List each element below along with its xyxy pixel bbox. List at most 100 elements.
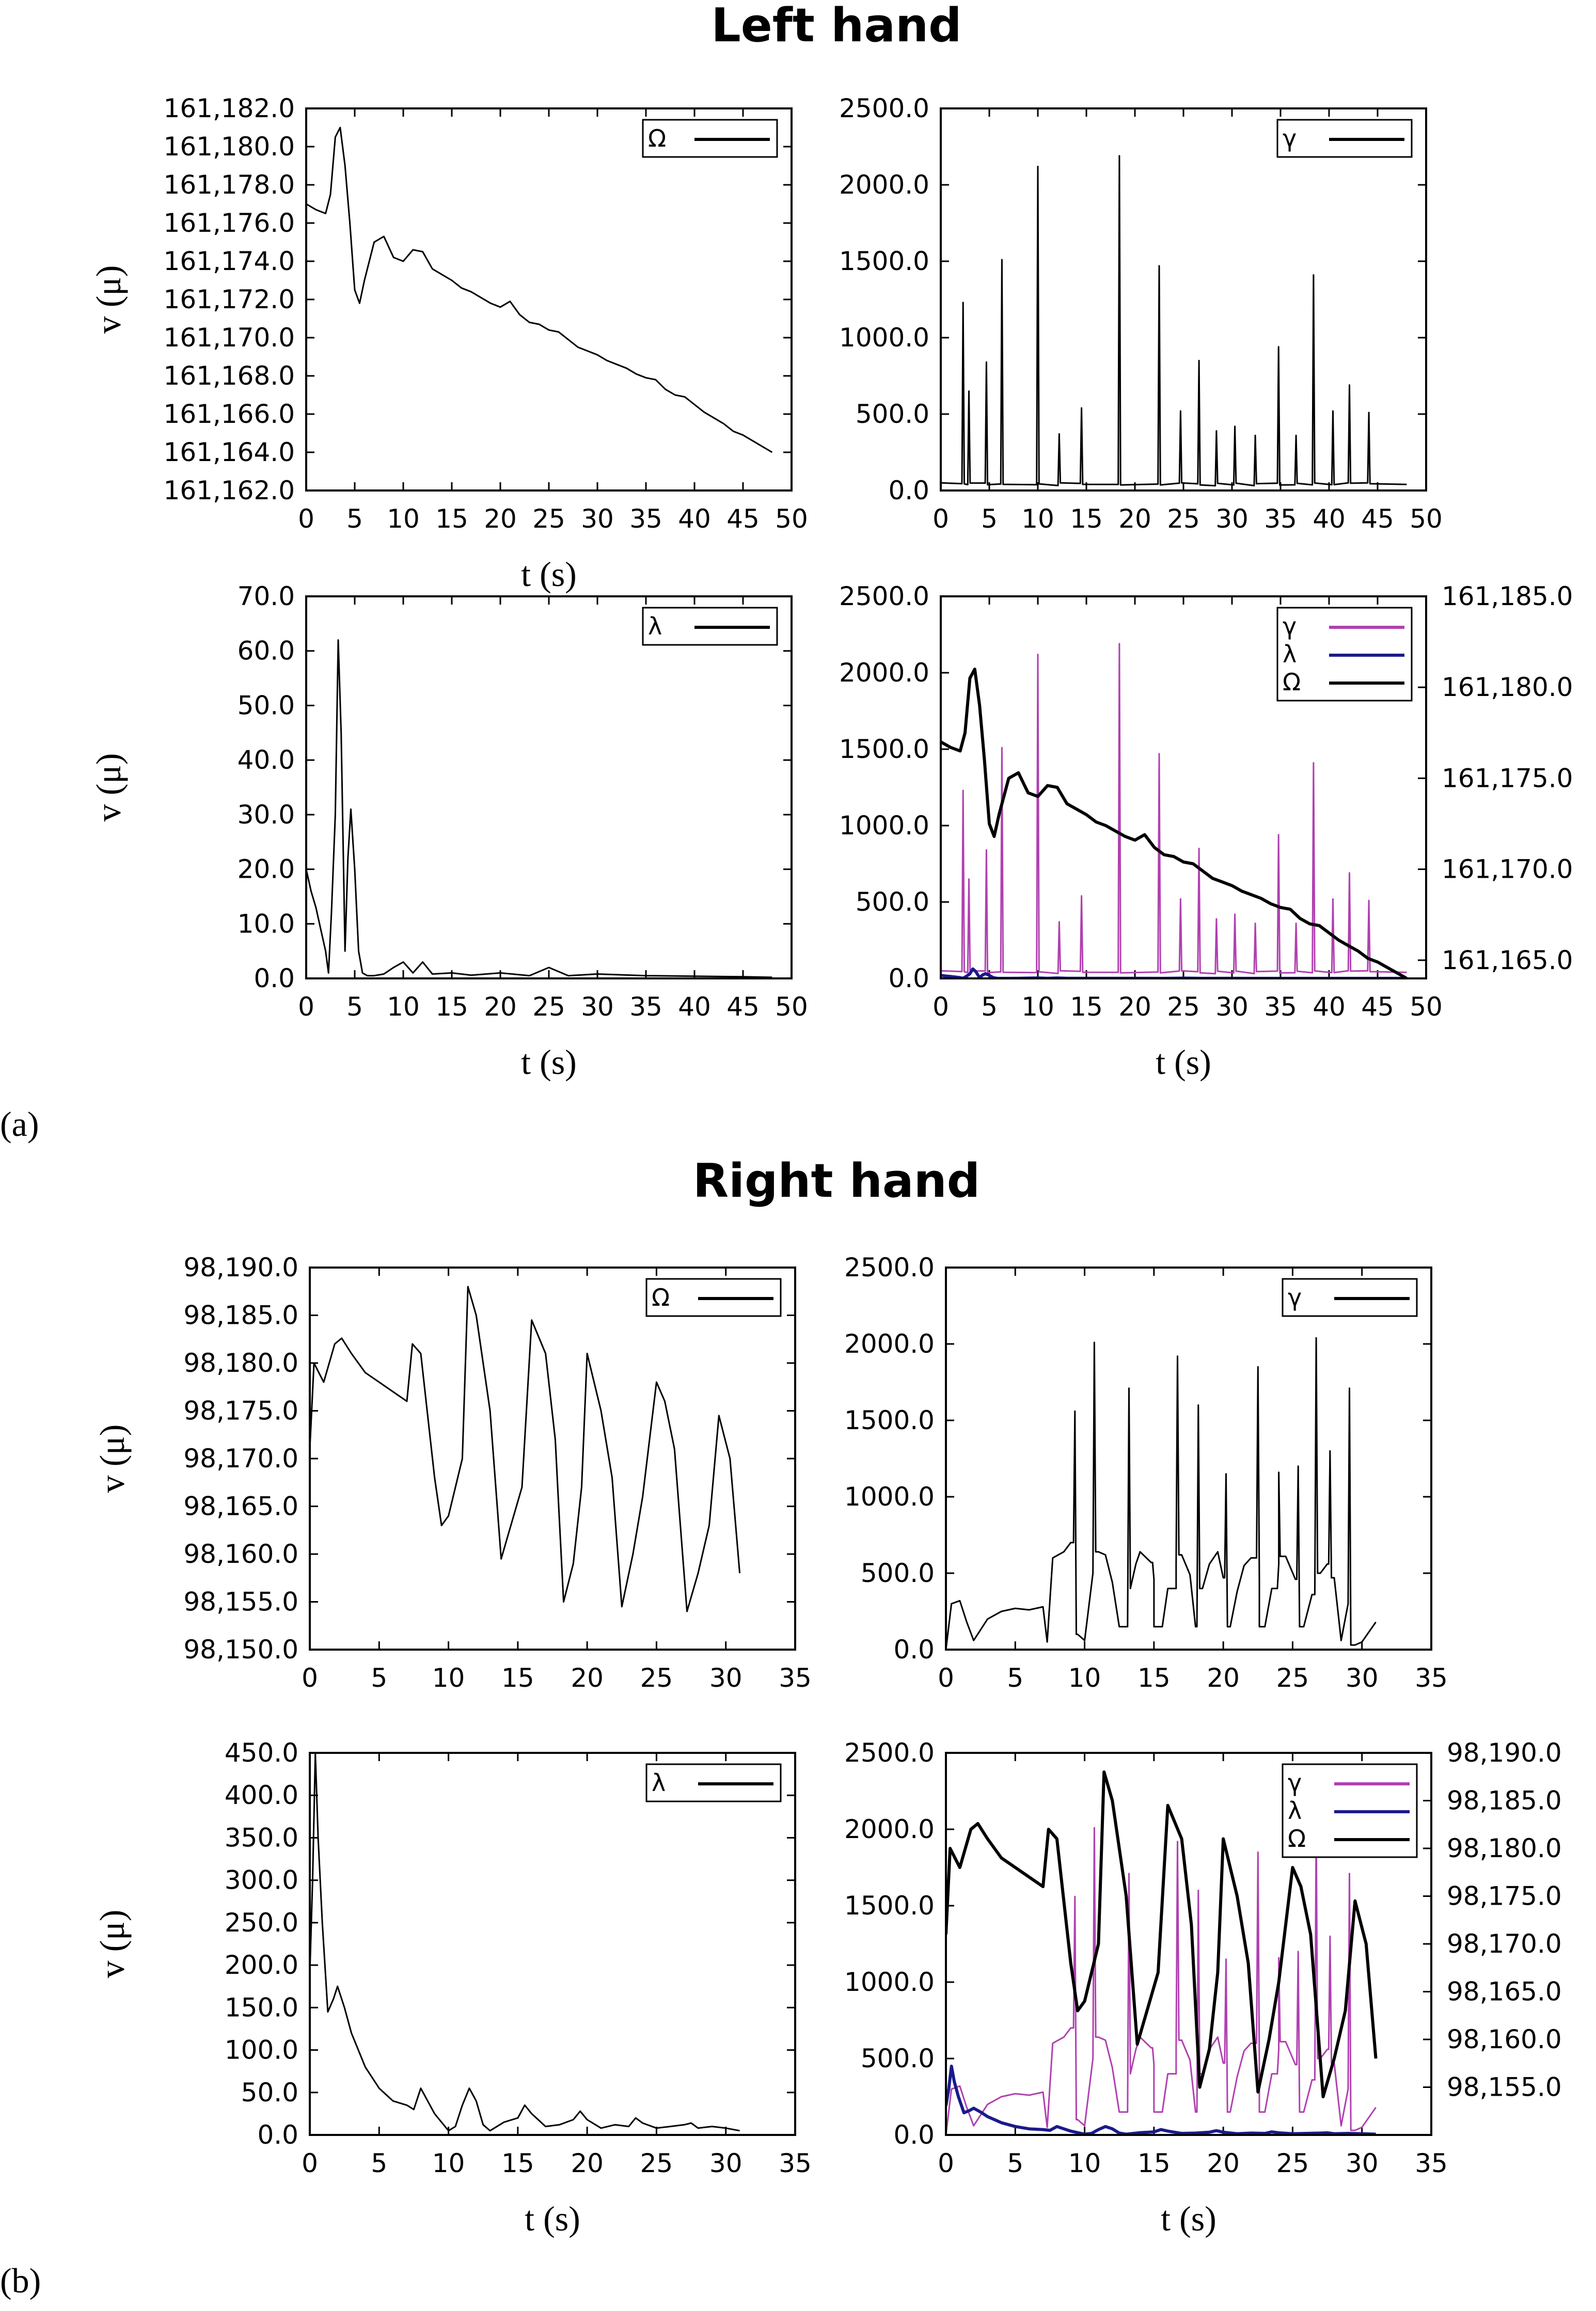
x-tick-label: 35 bbox=[629, 992, 662, 1022]
y2-tick-label: 98,170.0 bbox=[1447, 1929, 1562, 1959]
plot-frame bbox=[940, 595, 1427, 979]
series-group bbox=[946, 1337, 1377, 1650]
y-tick-label: 2500.0 bbox=[839, 581, 929, 611]
y-tick-label: 98,165.0 bbox=[183, 1492, 298, 1522]
y-tick-label: 1000.0 bbox=[839, 811, 929, 841]
chart-b2: 0 5 10 15 20 25 30 35 0.0 500.0 1000.0 1500.0 2000.0… bbox=[844, 1253, 1448, 1693]
y-tick-label: 30.0 bbox=[238, 800, 295, 830]
y-tick-label: 300.0 bbox=[225, 1865, 298, 1895]
chart-b4: 0 5 10 15 20 25 30 35 0.0 500.0 1000.0 1500.0 2000.0… bbox=[844, 1738, 1562, 2238]
y-tick-label: 20.0 bbox=[238, 854, 295, 884]
x-tick-label: 25 bbox=[1276, 1663, 1309, 1693]
y2-tick-label: 98,175.0 bbox=[1447, 1881, 1562, 1911]
x-tick-label: 15 bbox=[435, 504, 468, 534]
x-tick-label: 35 bbox=[629, 504, 662, 534]
series-group bbox=[306, 639, 772, 978]
series-line-lambda-b4 bbox=[946, 2064, 1376, 2135]
x-tick-label: 40 bbox=[678, 992, 711, 1022]
x-tick-label: 45 bbox=[1361, 992, 1394, 1022]
x-axis-label: t (s) bbox=[1161, 2199, 1216, 2238]
y-tick-label: 2000.0 bbox=[844, 1814, 935, 1844]
series-line-omega-b4 bbox=[946, 1770, 1378, 2098]
x-tick-label: 10 bbox=[1021, 504, 1054, 534]
series-group bbox=[946, 1770, 1378, 2135]
y2-tick-label: 161,170.0 bbox=[1442, 854, 1573, 884]
x-tick-label: 35 bbox=[1415, 1663, 1448, 1693]
y-tick-label: 0.0 bbox=[893, 1635, 935, 1665]
plot-frame bbox=[305, 107, 793, 492]
legend: γλΩ bbox=[1282, 1763, 1418, 1858]
y-tick-label: 161,176.0 bbox=[164, 208, 295, 238]
y-tick-label: 150.0 bbox=[225, 1992, 298, 2022]
y-tick-label: 50.0 bbox=[238, 690, 295, 720]
legend-label: Ω bbox=[652, 1284, 670, 1311]
x-tick-label: 35 bbox=[1264, 992, 1297, 1022]
y-tick-label: 70.0 bbox=[238, 581, 295, 611]
x-tick-label: 25 bbox=[532, 504, 565, 534]
series-line-single-b2 bbox=[946, 1337, 1377, 1650]
x-tick-label: 30 bbox=[709, 1663, 742, 1693]
series-group bbox=[306, 126, 773, 453]
y-tick-label: 161,168.0 bbox=[164, 361, 295, 391]
x-tick-label: 20 bbox=[484, 504, 517, 534]
legend: λ bbox=[642, 607, 778, 646]
series-line-single-a1 bbox=[306, 126, 773, 453]
series-line-single-a2 bbox=[941, 155, 1407, 487]
y-tick-label: 161,164.0 bbox=[164, 437, 295, 467]
series-group bbox=[941, 155, 1407, 487]
y-tick-label: 1000.0 bbox=[844, 1482, 935, 1512]
y-tick-label: 2000.0 bbox=[839, 170, 929, 200]
x-tick-label: 25 bbox=[1167, 992, 1200, 1022]
x-tick-label: 20 bbox=[1207, 1663, 1240, 1693]
series-line-single-b3 bbox=[310, 1753, 740, 2132]
x-tick-label: 30 bbox=[1215, 992, 1249, 1022]
y2-tick-label: 161,185.0 bbox=[1442, 581, 1573, 611]
plot-frame bbox=[305, 595, 793, 979]
plot-frame bbox=[309, 1267, 796, 1651]
legend: γ bbox=[1282, 1278, 1418, 1317]
y-tick-label: 161,180.0 bbox=[164, 132, 295, 162]
x-tick-label: 5 bbox=[346, 992, 363, 1022]
y-tick-label: 500.0 bbox=[861, 2044, 935, 2073]
x-tick-label: 10 bbox=[1068, 1663, 1101, 1693]
x-axis-label: t (s) bbox=[521, 555, 577, 594]
x-tick-label: 5 bbox=[371, 1663, 387, 1693]
x-tick-label: 5 bbox=[1007, 2148, 1023, 2178]
x-tick-label: 20 bbox=[1118, 992, 1151, 1022]
x-tick-label: 35 bbox=[779, 1663, 812, 1693]
x-tick-label: 10 bbox=[387, 504, 420, 534]
y2-tick-label: 98,155.0 bbox=[1447, 2072, 1562, 2102]
y-tick-label: 400.0 bbox=[225, 1780, 298, 1810]
y-tick-label: 0.0 bbox=[257, 2120, 298, 2150]
y-tick-label: 0.0 bbox=[893, 2120, 935, 2150]
panel-label-b: (b) bbox=[0, 2261, 41, 2300]
legend-label: Ω bbox=[1288, 1825, 1306, 1853]
x-tick-label: 0 bbox=[933, 504, 949, 534]
y-axis-label: v (μ) bbox=[92, 1910, 132, 1978]
x-tick-label: 5 bbox=[371, 2148, 387, 2178]
x-tick-label: 20 bbox=[571, 2148, 604, 2178]
y2-tick-label: 98,165.0 bbox=[1447, 1977, 1562, 2007]
y-tick-label: 161,182.0 bbox=[164, 93, 295, 123]
y2-tick-label: 98,160.0 bbox=[1447, 2024, 1562, 2054]
y-tick-label: 2500.0 bbox=[844, 1253, 935, 1283]
chart-b3: 0 5 10 15 20 25 30 350.050.0100.0150.0200.0250.… bbox=[92, 1738, 812, 2238]
x-tick-label: 45 bbox=[726, 992, 760, 1022]
x-tick-label: 10 bbox=[1021, 992, 1054, 1022]
x-tick-label: 25 bbox=[640, 2148, 673, 2178]
y-tick-label: 98,150.0 bbox=[183, 1635, 298, 1665]
series-line-omega-a4 bbox=[941, 668, 1408, 978]
x-tick-label: 15 bbox=[501, 2148, 534, 2178]
x-tick-label: 5 bbox=[1007, 1663, 1023, 1693]
y-tick-label: 100.0 bbox=[225, 2035, 298, 2065]
y-tick-label: 500.0 bbox=[861, 1558, 935, 1588]
x-axis-label: t (s) bbox=[525, 2199, 580, 2238]
series-line-single-a3 bbox=[306, 639, 772, 978]
y2-tick-label: 161,180.0 bbox=[1442, 672, 1573, 702]
chart-a1: 0 5 10 15 20 25 30 35 40 45 50 161,162.0 161,164.0 16… bbox=[89, 93, 808, 594]
x-tick-label: 15 bbox=[435, 992, 468, 1022]
x-tick-label: 0 bbox=[938, 2148, 954, 2178]
x-tick-label: 15 bbox=[1137, 1663, 1171, 1693]
x-tick-label: 50 bbox=[1410, 992, 1443, 1022]
x-tick-label: 0 bbox=[298, 504, 314, 534]
